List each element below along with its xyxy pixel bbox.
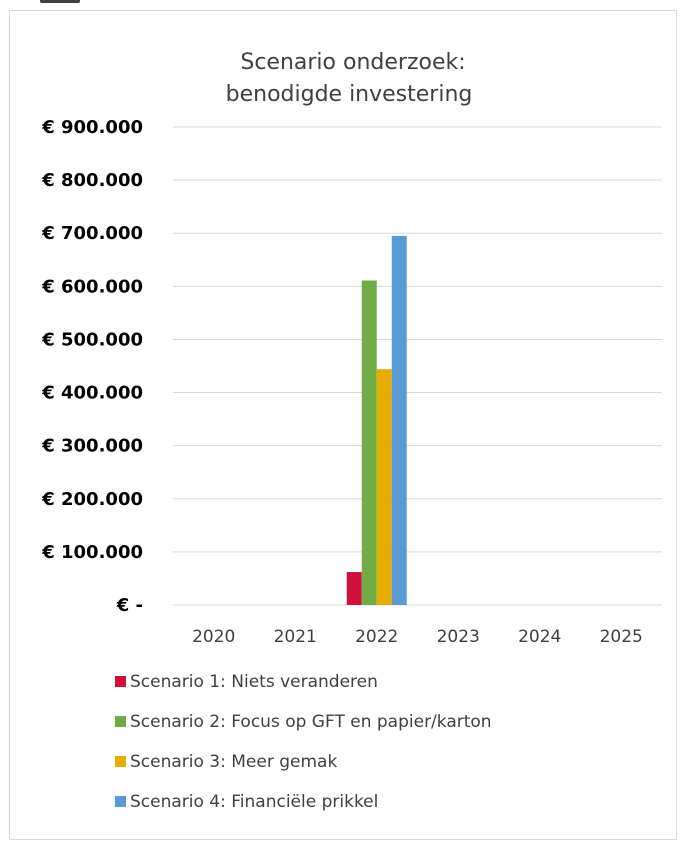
bar: [376, 369, 392, 605]
x-axis-ticks: 2020 2021 2022 2023 2024 2025: [192, 627, 643, 647]
x-tick-label: 2025: [600, 627, 643, 647]
chart-frame: Scenario onderzoek: benodigde investerin…: [9, 10, 677, 840]
legend-label: Scenario 3: Meer gemak: [130, 752, 337, 772]
y-tick-label: € 200.000: [41, 489, 143, 510]
y-tick-label: € 500.000: [41, 329, 143, 350]
chart-title-line-2: benodigde investering: [226, 82, 473, 107]
y-tick-label: € 100.000: [41, 542, 143, 563]
bar-chart: Scenario onderzoek: benodigde investerin…: [41, 50, 662, 812]
x-tick-label: 2020: [192, 627, 235, 647]
bar: [361, 280, 377, 605]
x-tick-label: 2024: [518, 627, 561, 647]
y-tick-label: € 300.000: [41, 436, 143, 457]
bars: [346, 235, 407, 605]
y-tick-label: € 700.000: [41, 223, 143, 244]
x-tick-label: 2021: [274, 627, 317, 647]
bar: [391, 235, 407, 605]
legend-label: Scenario 1: Niets veranderen: [130, 672, 378, 692]
legend: Scenario 1: Niets veranderen Scenario 2: …: [115, 672, 492, 812]
x-tick-label: 2022: [355, 627, 398, 647]
y-tick-label: € 800.000: [41, 170, 143, 191]
y-tick-label: € 400.000: [41, 383, 143, 404]
y-tick-label: € 900.000: [41, 117, 143, 138]
y-tick-label: € 600.000: [41, 276, 143, 297]
legend-swatch: [115, 796, 126, 807]
y-axis-ticks: € - € 100.000 € 200.000 € 300.000 € 400.000 €…: [41, 117, 143, 616]
chart-title: Scenario onderzoek: benodigde investerin…: [226, 50, 473, 107]
chart-title-line-1: Scenario onderzoek:: [240, 50, 465, 75]
legend-swatch: [115, 676, 126, 687]
legend-swatch: [115, 756, 126, 767]
legend-swatch: [115, 716, 126, 727]
legend-label: Scenario 2: Focus op GFT en papier/karto…: [130, 712, 492, 732]
legend-label: Scenario 4: Financiële prikkel: [130, 792, 378, 812]
gridlines: [173, 126, 662, 606]
x-tick-label: 2023: [437, 627, 480, 647]
cropped-label-fragment: [40, 0, 80, 3]
y-tick-label: € -: [116, 595, 143, 616]
bar: [346, 572, 362, 605]
